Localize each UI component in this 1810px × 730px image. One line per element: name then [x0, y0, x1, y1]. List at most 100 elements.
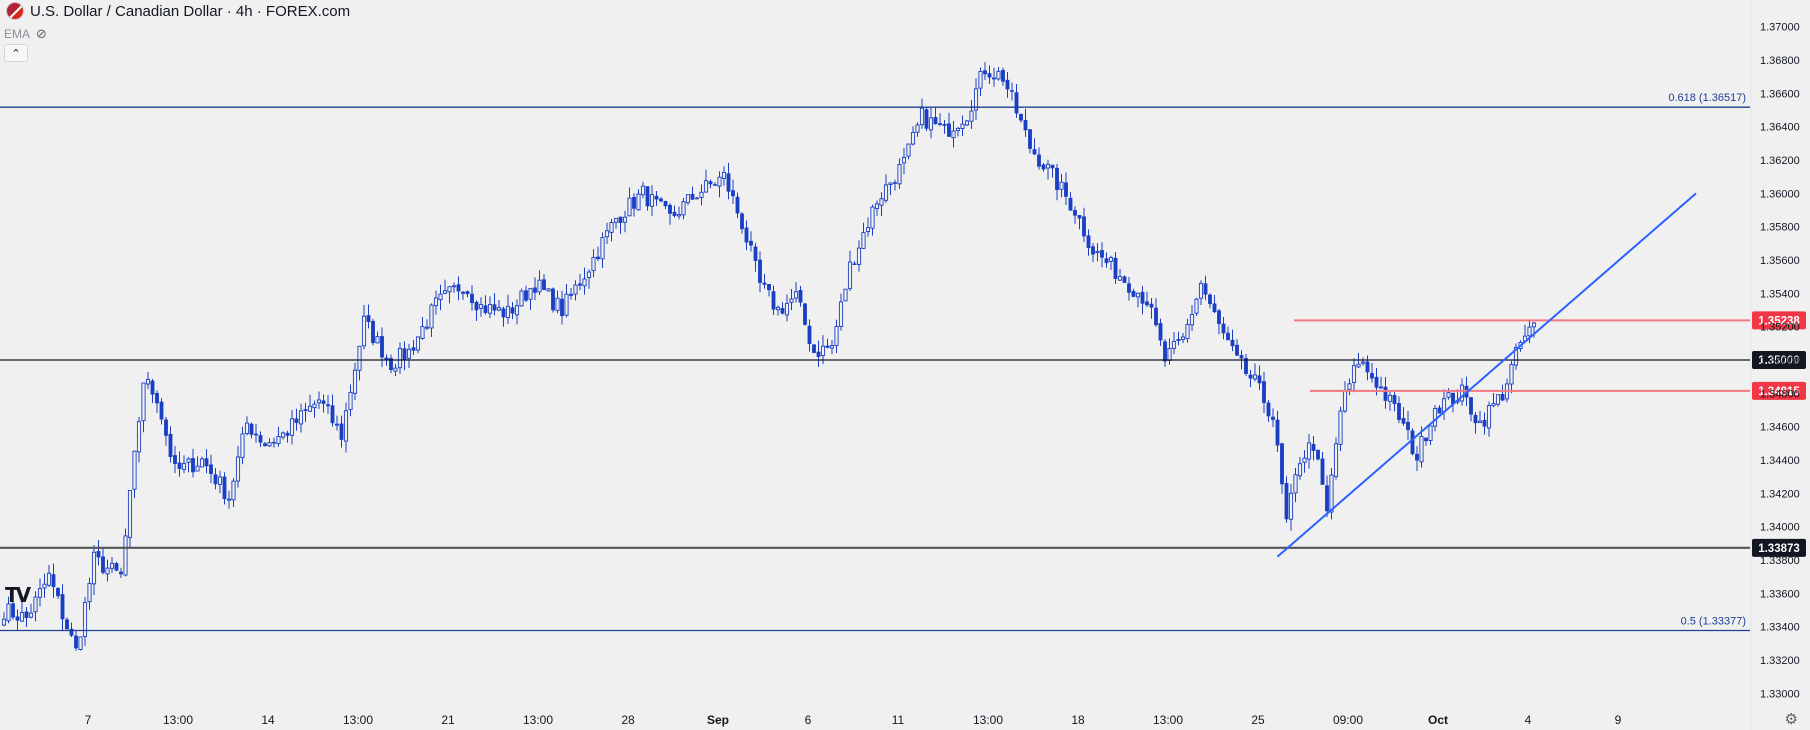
candle-body: [1059, 181, 1064, 190]
candle-body: [415, 336, 421, 351]
candle-body: [119, 571, 123, 575]
candle-body: [1127, 283, 1131, 293]
candle-body: [505, 305, 511, 319]
candle-body: [879, 198, 884, 206]
candle-body: [622, 216, 628, 223]
candle-body: [591, 256, 596, 272]
candle-body: [784, 302, 790, 316]
candle-body: [1235, 344, 1239, 356]
candle-body: [1527, 326, 1532, 337]
candle-body: [1208, 294, 1212, 305]
x-tick-label: 11: [892, 713, 905, 727]
y-tick-label: 1.35800: [1760, 222, 1800, 234]
candle-body: [15, 616, 20, 621]
candle-body: [272, 441, 276, 444]
candle-body: [46, 572, 52, 586]
candle-body: [919, 107, 925, 126]
candle-body: [1221, 323, 1226, 334]
candle-body: [1073, 210, 1077, 216]
candle-body: [676, 214, 682, 217]
candle-body: [42, 583, 47, 589]
candle-body: [1217, 310, 1221, 324]
candle-body: [717, 176, 722, 187]
candle-body: [60, 594, 65, 620]
candle-body: [978, 70, 983, 89]
candle-body: [1486, 405, 1492, 429]
candle-body: [964, 120, 970, 126]
candle-body: [280, 432, 286, 438]
candle-body: [164, 419, 168, 436]
candle-body: [1306, 442, 1312, 460]
candle-body: [1482, 419, 1487, 427]
candle-body: [1244, 358, 1248, 374]
candle-body: [1383, 386, 1388, 401]
candle-body: [87, 583, 92, 603]
candle-body: [1194, 298, 1199, 314]
candle-body: [721, 171, 727, 179]
candle-body: [735, 196, 740, 214]
candle-body: [613, 217, 619, 223]
candle-body: [127, 489, 133, 538]
y-tick-label: 1.36000: [1760, 188, 1800, 200]
candle-body: [397, 347, 403, 369]
candle-body: [123, 535, 128, 576]
candle-body: [928, 117, 934, 131]
candle-body: [447, 286, 452, 293]
x-tick-label: 9: [1615, 713, 1622, 727]
candle-body: [1406, 421, 1410, 431]
candle-body: [1531, 322, 1537, 328]
y-tick-label: 1.34600: [1760, 422, 1800, 434]
level-price-tag-label: 1.35000: [1758, 355, 1800, 367]
candle-body: [1424, 437, 1428, 442]
candle-body: [470, 293, 474, 304]
candle-body: [226, 498, 232, 501]
candle-body: [209, 464, 213, 474]
candle-body: [991, 77, 997, 80]
ema-indicator-label[interactable]: EMA: [4, 27, 31, 41]
rising-trendline: [1276, 192, 1697, 558]
symbol-legend: U.S. Dollar / Canadian Dollar · 4h · FOR…: [6, 2, 350, 20]
y-tick-label: 1.36400: [1760, 122, 1800, 134]
candle-body: [11, 603, 15, 618]
candle-body: [1, 618, 7, 626]
fib-level-label: 0.618 (1.36517): [1668, 92, 1746, 104]
candle-body: [627, 197, 632, 217]
candle-body: [195, 465, 200, 472]
candle-body: [933, 117, 938, 125]
candle-body: [1113, 257, 1118, 279]
eye-hidden-icon[interactable]: ⊘: [36, 26, 47, 41]
y-tick-label: 1.33800: [1760, 555, 1800, 567]
candle-body: [1041, 164, 1046, 170]
candle-body: [578, 283, 582, 286]
tradingview-logo: TV: [5, 583, 31, 607]
candle-body: [1360, 361, 1366, 364]
candle-body: [1082, 216, 1086, 237]
candle-body: [24, 611, 29, 619]
y-tick-label: 1.36600: [1760, 88, 1800, 100]
candle-body: [1050, 164, 1055, 169]
candle-body: [1064, 182, 1068, 197]
candle-body: [1005, 79, 1010, 90]
candle-body: [199, 458, 205, 468]
candle-body: [1477, 420, 1483, 424]
candle-body: [1010, 90, 1014, 92]
candle-body: [1023, 119, 1028, 131]
candle-body: [1397, 403, 1401, 420]
candle-body: [1131, 291, 1136, 297]
candle-body: [69, 628, 74, 636]
candle-body: [402, 348, 407, 361]
gear-icon[interactable]: ⚙: [1784, 711, 1798, 728]
candle-body: [136, 421, 142, 453]
candle-body: [1473, 414, 1478, 424]
candle-body: [352, 369, 358, 394]
candle-body: [834, 326, 839, 346]
y-tick-label: 1.34000: [1760, 522, 1800, 534]
x-tick-label: 13:00: [523, 713, 553, 727]
candle-body: [874, 203, 880, 209]
candle-body: [393, 367, 398, 372]
collapse-legend-button[interactable]: ⌃: [4, 44, 28, 62]
candle-body: [1329, 474, 1334, 513]
candle-body: [231, 480, 236, 501]
candle-body: [145, 378, 151, 385]
